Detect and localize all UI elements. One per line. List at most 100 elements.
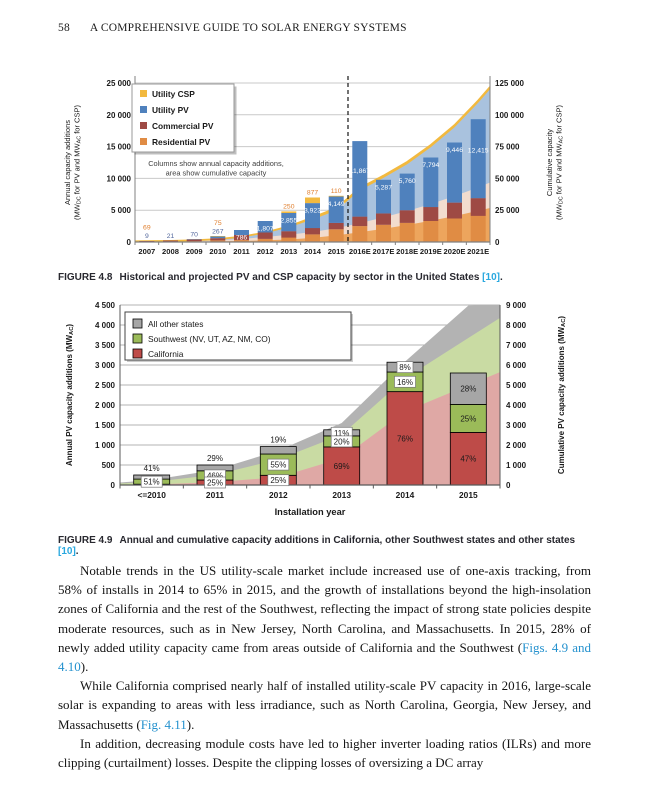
svg-text:3 500: 3 500 (95, 341, 116, 350)
figure-label: FIGURE 4.8 (58, 272, 113, 283)
svg-text:100 000: 100 000 (495, 111, 524, 120)
svg-text:All other states: All other states (148, 319, 203, 329)
cross-reference-link[interactable]: Fig. 4.11 (140, 716, 187, 732)
svg-text:2015: 2015 (328, 247, 346, 256)
svg-text:786: 786 (236, 235, 248, 242)
svg-text:0: 0 (127, 238, 132, 247)
paragraph: Notable trends in the US utility-scale m… (58, 563, 591, 675)
svg-text:25 000: 25 000 (495, 206, 520, 215)
svg-text:2016E: 2016E (349, 247, 371, 256)
svg-text:2013: 2013 (280, 247, 297, 256)
svg-text:110: 110 (331, 188, 342, 195)
svg-text:2014: 2014 (396, 490, 415, 500)
svg-text:7 000: 7 000 (506, 341, 527, 350)
figure-4-9-chart: 0 500 1 000 1 500 2 000 2 500 3 000 3 500 4 000 4… (65, 301, 567, 517)
svg-text:2017E: 2017E (373, 247, 395, 256)
svg-text:16%: 16% (397, 378, 413, 387)
svg-text:Annual PV capacity additions (: Annual PV capacity additions (MWAC) (65, 324, 75, 467)
svg-text:3 000: 3 000 (95, 361, 116, 370)
svg-text:0: 0 (111, 481, 116, 490)
svg-text:Installation year: Installation year (275, 507, 346, 517)
svg-text:Commercial PV: Commercial PV (152, 121, 214, 131)
svg-text:2018E: 2018E (396, 247, 418, 256)
figure-4-8-caption: FIGURE 4.8 Historical and projected PV an… (58, 272, 503, 283)
svg-text:0: 0 (495, 238, 500, 247)
svg-text:21: 21 (167, 233, 175, 240)
svg-text:2 500: 2 500 (95, 381, 116, 390)
running-title: A COMPREHENSIVE GUIDE TO SOLAR ENERGY SY… (89, 22, 407, 34)
svg-text:<=2010: <=2010 (137, 490, 166, 500)
svg-text:2 000: 2 000 (95, 401, 116, 410)
svg-text:Utility PV: Utility PV (152, 105, 189, 115)
svg-text:46%: 46% (207, 471, 223, 480)
svg-text:2012: 2012 (257, 247, 274, 256)
reference-link[interactable]: [10] (58, 546, 76, 557)
figure-label: FIGURE 4.9 (58, 535, 113, 546)
page-number: 58 (58, 22, 70, 34)
svg-text:5 000: 5 000 (506, 381, 527, 390)
svg-text:69: 69 (143, 225, 151, 232)
svg-text:1 500: 1 500 (95, 421, 116, 430)
svg-text:3,923: 3,923 (304, 208, 321, 215)
svg-text:5,760: 5,760 (399, 178, 416, 185)
svg-text:51%: 51% (144, 478, 160, 487)
svg-text:76%: 76% (397, 434, 413, 443)
svg-text:0: 0 (506, 481, 511, 490)
svg-text:Southwest (NV, UT, AZ, NM, CO): Southwest (NV, UT, AZ, NM, CO) (148, 334, 271, 344)
svg-text:4 000: 4 000 (95, 321, 116, 330)
paragraph: While California comprised nearly half o… (58, 678, 591, 732)
svg-text:267: 267 (212, 229, 224, 236)
svg-text:877: 877 (307, 189, 319, 196)
caption-text: Historical and projected PV and CSP capa… (119, 272, 483, 283)
svg-text:Cumulative capacity(MWDC for P: Cumulative capacity(MWDC for PV and MWAC… (545, 105, 565, 220)
svg-text:55%: 55% (270, 461, 286, 470)
svg-text:4 000: 4 000 (506, 401, 527, 410)
svg-text:10 000: 10 000 (107, 174, 132, 183)
reference-link[interactable]: [10] (482, 272, 500, 283)
svg-text:75 000: 75 000 (495, 143, 520, 152)
svg-text:2 000: 2 000 (506, 441, 527, 450)
svg-text:8%: 8% (399, 363, 411, 372)
svg-text:7,794: 7,794 (422, 162, 439, 169)
svg-text:4,149: 4,149 (328, 201, 345, 208)
svg-text:500: 500 (102, 461, 116, 470)
svg-text:Residential PV: Residential PV (152, 137, 211, 147)
svg-text:Cumulative PV capacity additio: Cumulative PV capacity additions (MWAC) (557, 316, 567, 475)
svg-text:2009: 2009 (186, 247, 203, 256)
cross-reference-link[interactable]: Figs. 4.9 and 4.10 (58, 639, 591, 675)
svg-text:9,446: 9,446 (446, 147, 463, 154)
svg-text:25%: 25% (460, 414, 476, 423)
svg-text:1 000: 1 000 (506, 461, 527, 470)
svg-text:2014: 2014 (304, 247, 322, 256)
svg-text:Utility CSP: Utility CSP (152, 89, 195, 99)
figure-4-9-caption: FIGURE 4.9 Annual and cumulative capacity… (58, 535, 576, 557)
svg-text:6 000: 6 000 (506, 361, 527, 370)
svg-text:9: 9 (145, 233, 149, 240)
svg-text:11,867: 11,867 (350, 168, 371, 175)
figure-4-8-chart: 0 5 000 10 000 15 000 20 000 25 000 0 25 000 50 … (63, 76, 565, 256)
svg-text:50 000: 50 000 (495, 174, 520, 183)
svg-text:29%: 29% (207, 454, 223, 463)
svg-text:1,807: 1,807 (257, 226, 274, 233)
svg-text:area show cumulative capacity: area show cumulative capacity (166, 169, 267, 178)
svg-text:25%: 25% (207, 479, 223, 488)
svg-text:70: 70 (190, 232, 198, 239)
svg-text:2008: 2008 (162, 247, 179, 256)
svg-text:4 500: 4 500 (95, 301, 116, 310)
svg-text:2007: 2007 (138, 247, 155, 256)
svg-text:2010: 2010 (209, 247, 226, 256)
svg-text:California: California (148, 349, 184, 359)
running-head: 58 A COMPREHENSIVE GUIDE TO SOLAR ENERGY … (58, 22, 598, 34)
paragraph: In addition, decreasing module costs hav… (58, 735, 591, 771)
caption-text: Annual and cumulative capacity additions… (119, 535, 576, 546)
svg-text:5,287: 5,287 (375, 184, 392, 191)
svg-text:11%: 11% (334, 429, 349, 438)
svg-text:2011: 2011 (233, 247, 250, 256)
svg-text:2,855: 2,855 (280, 218, 297, 225)
svg-text:8 000: 8 000 (506, 321, 527, 330)
svg-text:Columns show annual capacity a: Columns show annual capacity additions, (148, 159, 284, 168)
svg-text:125 000: 125 000 (495, 79, 524, 88)
svg-text:25 000: 25 000 (107, 79, 132, 88)
svg-text:2021E: 2021E (467, 247, 489, 256)
